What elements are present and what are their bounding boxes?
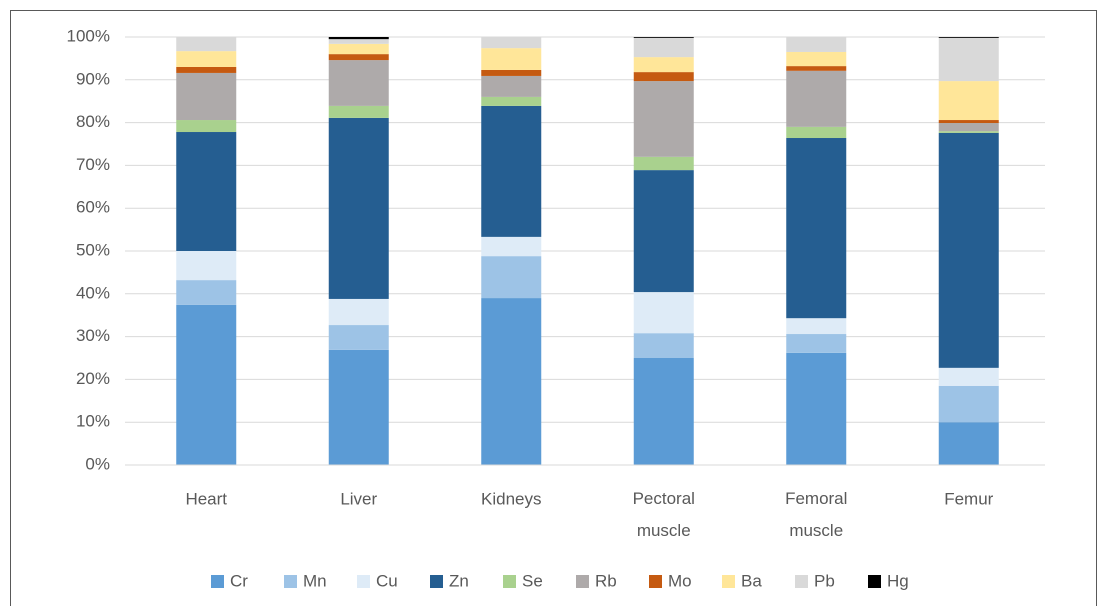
bar-segment: [481, 236, 542, 257]
legend-swatch: [649, 575, 662, 588]
legend-label: Rb: [595, 571, 617, 590]
bar-segment: [176, 120, 237, 133]
bar-segment: [786, 66, 847, 71]
y-tick-label: 40%: [76, 283, 110, 302]
y-tick-label: 60%: [76, 198, 110, 217]
bar-segment: [328, 43, 389, 55]
bar-segment: [633, 156, 694, 171]
bar-segment: [786, 334, 847, 353]
bar-segment: [938, 120, 999, 124]
legend-label: Hg: [887, 571, 909, 590]
y-tick-label: 20%: [76, 369, 110, 388]
legend-swatch: [795, 575, 808, 588]
y-tick-label: 80%: [76, 112, 110, 131]
bar-segment: [328, 60, 389, 106]
bar-segment: [328, 37, 389, 40]
legend-swatch: [576, 575, 589, 588]
bar-segment: [786, 126, 847, 139]
legend-label: Mn: [303, 571, 327, 590]
legend-label: Se: [522, 571, 543, 590]
bar-segment: [176, 37, 237, 52]
legend-swatch: [722, 575, 735, 588]
bar-segment: [633, 37, 694, 38]
bar-segment: [938, 131, 999, 133]
bar-segment: [481, 256, 542, 299]
legend-label: Mo: [668, 571, 692, 590]
bar-segment: [786, 138, 847, 319]
bar-segment: [938, 385, 999, 423]
y-tick-label: 50%: [76, 240, 110, 259]
y-tick-label: 100%: [67, 26, 110, 45]
x-tick-label: Kidneys: [481, 489, 541, 508]
bar-segment: [938, 37, 999, 82]
legend-swatch: [430, 575, 443, 588]
bar-segment: [328, 298, 389, 326]
bar-segment: [176, 280, 237, 305]
legend-swatch: [503, 575, 516, 588]
y-tick-label: 30%: [76, 326, 110, 345]
x-tick-label: Pectoral muscle: [633, 489, 695, 540]
x-tick-label: Femoral muscle: [785, 489, 847, 540]
legend-label: Zn: [449, 571, 469, 590]
bar-segment: [938, 37, 999, 38]
bar-segment: [633, 37, 694, 58]
bar-segment: [176, 251, 237, 281]
bar-segment: [481, 48, 542, 70]
x-tick-label: Liver: [340, 489, 377, 508]
bar-segment: [176, 72, 237, 121]
bar-segment: [328, 39, 389, 44]
bar-segment: [481, 298, 542, 465]
bar-segment: [176, 132, 237, 251]
chart-frame: [10, 10, 1097, 606]
y-tick-label: 70%: [76, 155, 110, 174]
bar-segment: [481, 69, 542, 76]
bar-segment: [328, 325, 389, 350]
bar-segment: [786, 70, 847, 127]
bar-segment: [786, 37, 847, 52]
legend-swatch: [211, 575, 224, 588]
bar-segment: [481, 105, 542, 237]
y-tick-label: 0%: [85, 454, 110, 473]
bar-segment: [633, 292, 694, 334]
bar-segment: [633, 170, 694, 293]
bar-segment: [633, 333, 694, 358]
bar-segment: [176, 66, 237, 73]
legend-swatch: [357, 575, 370, 588]
bar-segment: [786, 352, 847, 465]
bar-segment: [938, 132, 999, 368]
legend-swatch: [284, 575, 297, 588]
bar-segment: [481, 75, 542, 97]
x-tick-label: Heart: [185, 489, 227, 508]
legend-label: Ba: [741, 571, 762, 590]
bar-segment: [786, 51, 847, 67]
y-tick-label: 10%: [76, 412, 110, 431]
bar-segment: [328, 349, 389, 465]
bar-segment: [938, 123, 999, 132]
bar-segment: [176, 51, 237, 67]
bar-segment: [481, 37, 542, 49]
bar-segment: [328, 54, 389, 61]
bar-segment: [328, 105, 389, 118]
bar-segment: [633, 358, 694, 465]
y-tick-label: 90%: [76, 69, 110, 88]
bar-segment: [938, 422, 999, 465]
legend-label: Cr: [230, 571, 248, 590]
bar-segment: [481, 96, 542, 106]
bar-segment: [633, 81, 694, 157]
bar-segment: [938, 81, 999, 121]
legend-label: Pb: [814, 571, 835, 590]
legend-swatch: [868, 575, 881, 588]
legend-label: Cu: [376, 571, 398, 590]
x-tick-label: Femur: [944, 489, 993, 508]
bar-segment: [938, 367, 999, 386]
bar-segment: [176, 304, 237, 465]
bar-segment: [633, 72, 694, 82]
bar-segment: [633, 57, 694, 73]
bar-segment: [786, 318, 847, 335]
bar-segment: [328, 117, 389, 299]
